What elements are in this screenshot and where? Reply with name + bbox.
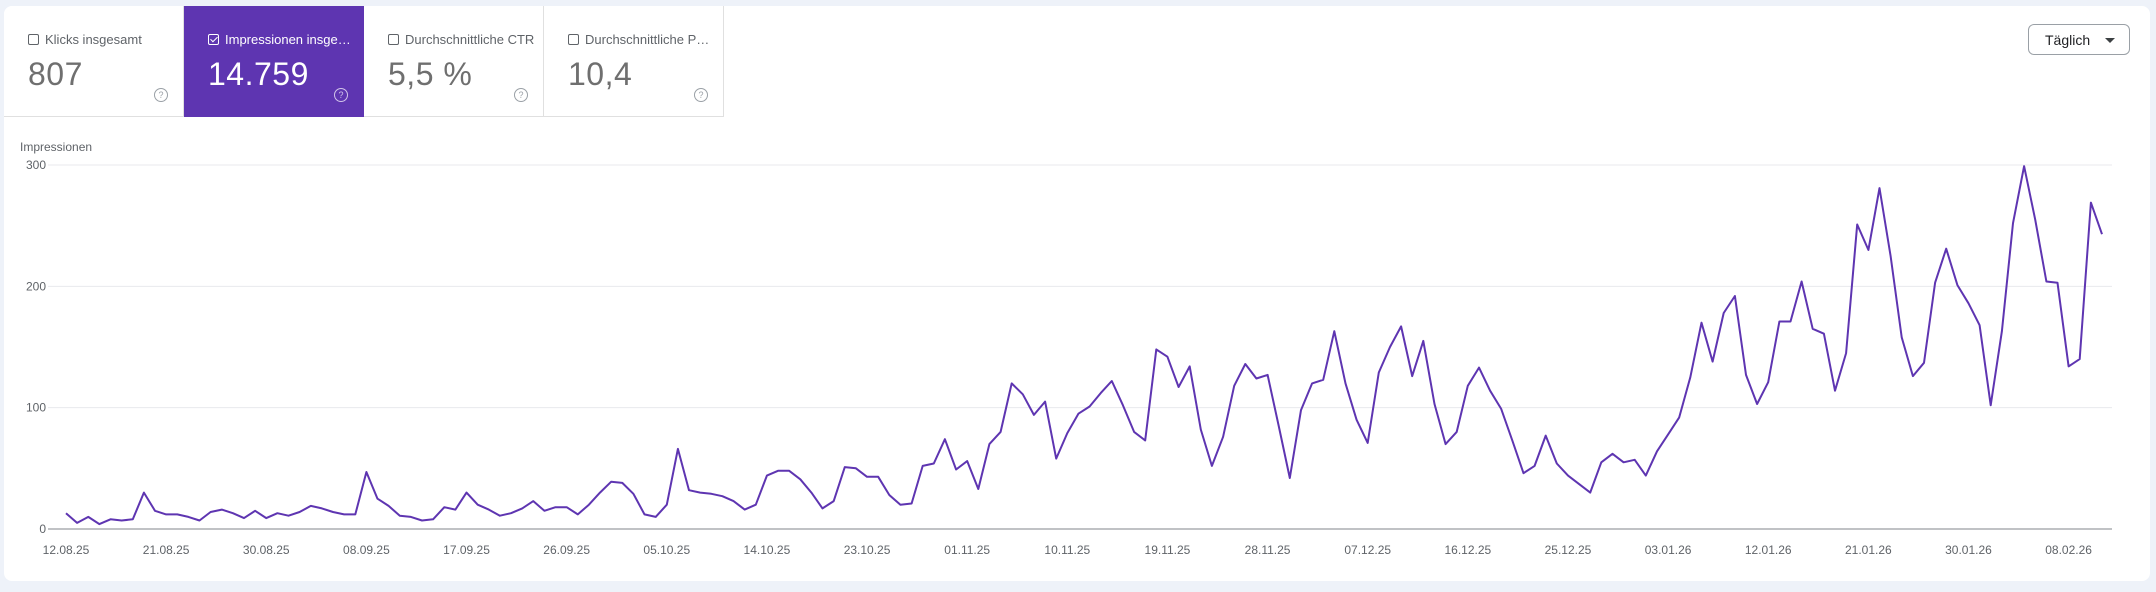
x-axis-ticks: 12.08.25 21.08.25 30.08.25 08.09.25 17.09.25… xyxy=(43,543,2093,557)
y-tick-label: 100 xyxy=(26,401,46,415)
performance-card: Klicks insgesamt 807 ? Impressionen insg… xyxy=(4,6,2150,581)
x-tick-label: 30.01.26 xyxy=(1945,543,1992,557)
x-tick-label: 14.10.25 xyxy=(744,543,791,557)
x-tick-label: 01.11.25 xyxy=(944,543,990,557)
metric-value: 5,5 % xyxy=(388,56,473,92)
x-tick-label: 10.11.25 xyxy=(1044,543,1090,557)
metric-tabs: Klicks insgesamt 807 ? Impressionen insg… xyxy=(4,6,724,117)
x-tick-label: 08.09.25 xyxy=(343,543,390,557)
x-tick-label: 23.10.25 xyxy=(844,543,891,557)
help-icon[interactable]: ? xyxy=(154,88,168,102)
x-tick-label: 17.09.25 xyxy=(443,543,490,557)
checkbox-icon[interactable] xyxy=(28,34,39,45)
help-icon[interactable]: ? xyxy=(694,88,708,102)
x-tick-label: 28.11.25 xyxy=(1245,543,1291,557)
x-tick-label: 30.08.25 xyxy=(243,543,290,557)
x-tick-label: 26.09.25 xyxy=(543,543,590,557)
x-tick-label: 12.01.26 xyxy=(1745,543,1792,557)
x-tick-label: 19.11.25 xyxy=(1145,543,1191,557)
checkbox-icon[interactable] xyxy=(568,34,579,45)
x-tick-label: 05.10.25 xyxy=(643,543,690,557)
x-tick-label: 03.01.26 xyxy=(1645,543,1692,557)
metric-head: Durchschnittliche Position xyxy=(568,32,718,47)
metric-head: Impressionen insgesamt xyxy=(208,32,358,47)
checkbox-checked-icon[interactable] xyxy=(208,34,219,45)
help-icon[interactable]: ? xyxy=(334,88,348,102)
y-axis-title: Impressionen xyxy=(20,140,93,154)
metric-tab-ctr[interactable]: Durchschnittliche CTR 5,5 % ? xyxy=(364,6,544,117)
y-tick-label: 200 xyxy=(26,279,46,293)
metric-tab-impressions[interactable]: Impressionen insgesamt 14.759 ? xyxy=(184,6,364,117)
help-icon[interactable]: ? xyxy=(514,88,528,102)
x-tick-label: 08.02.26 xyxy=(2045,543,2092,557)
metric-head: Durchschnittliche CTR xyxy=(388,32,538,47)
metric-tab-position[interactable]: Durchschnittliche Position 10,4 ? xyxy=(544,6,724,117)
x-tick-label: 25.12.25 xyxy=(1545,543,1592,557)
metric-head: Klicks insgesamt xyxy=(28,32,178,47)
metric-value: 807 xyxy=(28,56,83,92)
y-tick-label: 0 xyxy=(39,522,46,536)
granularity-dropdown[interactable]: Täglich xyxy=(2028,24,2130,55)
impressions-series-line xyxy=(65,165,2103,526)
metric-tab-clicks[interactable]: Klicks insgesamt 807 ? xyxy=(4,6,184,117)
chart-grid xyxy=(48,164,2112,530)
caret-down-icon xyxy=(2105,38,2115,43)
checkbox-icon[interactable] xyxy=(388,34,399,45)
x-tick-label: 12.08.25 xyxy=(43,543,90,557)
y-tick-label: 300 xyxy=(26,158,46,172)
x-tick-label: 21.01.26 xyxy=(1845,543,1892,557)
impressions-line-chart: 0 100 200 300 12.08.25 21.08.25 30.08.25 08.09… xyxy=(26,158,2112,557)
granularity-selected: Täglich xyxy=(2045,31,2091,48)
y-axis-ticks: 0 100 200 300 xyxy=(26,158,46,536)
chart-series xyxy=(65,165,2103,526)
x-tick-label: 21.08.25 xyxy=(143,543,190,557)
x-tick-label: 16.12.25 xyxy=(1444,543,1491,557)
metric-value: 10,4 xyxy=(568,56,633,92)
metric-value: 14.759 xyxy=(208,56,309,92)
x-tick-label: 07.12.25 xyxy=(1344,543,1391,557)
